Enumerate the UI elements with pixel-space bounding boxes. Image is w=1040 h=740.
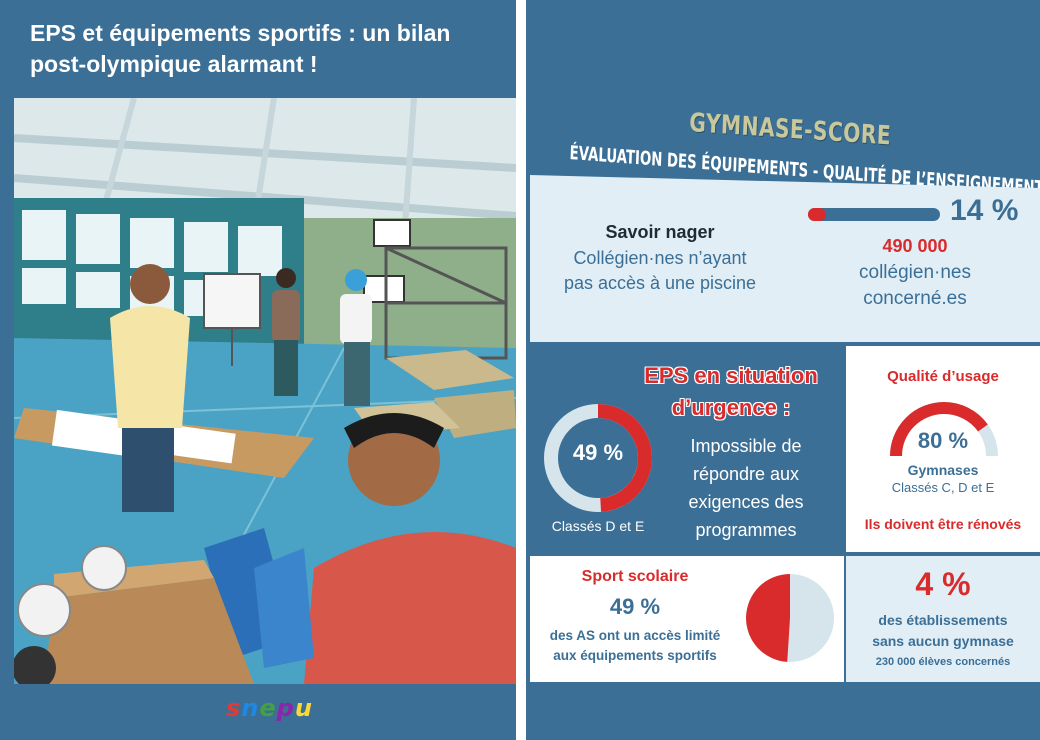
logo-letter: e: [259, 694, 277, 722]
swim-label: Savoir nager: [605, 222, 715, 242]
swim-desc-line2: pas accès à une piscine: [563, 273, 757, 293]
urgence-classes: Classés D et E: [551, 518, 645, 534]
no-gym-desc-line2: sans aucun gymnase: [872, 633, 1014, 649]
swim-count-line1: collégien·nes: [859, 262, 971, 283]
left-title-line2: post-olympique alarmant !: [30, 51, 318, 77]
logo-letter: n: [241, 694, 260, 722]
sport-desc-line2: aux équipements sportifs: [553, 648, 717, 663]
gymnase-score-title: GYMNASE-SCORE: [688, 108, 892, 152]
urgence-percent: 49 %: [572, 440, 624, 465]
left-title-line1: EPS et équipements sportifs : un bilan: [30, 20, 451, 46]
usage-gauge-arc: [890, 402, 998, 457]
sport-pie-slice: [746, 574, 790, 662]
swim-description: Collégien·nes n’ayant pas accès à une pi…: [530, 246, 790, 296]
urgence-donut-chart: [544, 404, 652, 512]
sport-percent: 49 %: [609, 594, 661, 619]
swim-progress-fill: [808, 208, 827, 221]
urgence-donut-arc: [544, 404, 652, 512]
swim-percent: 14 %: [950, 194, 1019, 227]
no-gym-description: des établissements sans aucun gymnase: [846, 610, 1040, 652]
swim-count-line2: concerné.es: [863, 288, 967, 309]
gymnasium-illustration: [14, 98, 516, 684]
usage-title: Qualité d’usage: [887, 368, 999, 385]
logo-letter: s: [226, 694, 242, 722]
urgence-description: Impossible de répondre aux exigences des…: [670, 432, 822, 544]
sport-card: Sport scolaire 49 % des AS ont un accès …: [530, 556, 844, 682]
urgence-card: EPS en situation d’urgence : 49 % Classé…: [530, 346, 844, 552]
no-gym-percent: 4 %: [915, 566, 971, 602]
swim-count-description: collégien·nes concerné.es: [830, 260, 1000, 312]
logo-letter: u: [294, 694, 313, 722]
swim-count: 490 000: [882, 236, 948, 256]
left-title: EPS et équipements sportifs : un bilan p…: [30, 18, 500, 80]
urgence-title-line1: EPS en situation: [644, 363, 818, 388]
usage-card: Qualité d’usage 80 % Gymnases Classés C,…: [846, 346, 1040, 552]
usage-label: Gymnases: [907, 462, 979, 478]
logo-letter: p: [276, 694, 295, 722]
sport-desc-line1: des AS ont un accès limité: [549, 628, 721, 643]
right-panel: GYMNASE-SCORE ÉVALUATION DES ÉQUIPEMENTS…: [526, 0, 1040, 740]
urgence-desc-line3: exigences des: [688, 492, 804, 512]
usage-note: Ils doivent être rénovés: [864, 516, 1022, 532]
sport-pie-chart: [746, 574, 834, 662]
urgence-desc-line4: programmes: [695, 520, 797, 540]
urgence-desc-line2: répondre aux: [692, 464, 800, 484]
sport-description: des AS ont un accès limité aux équipemen…: [530, 626, 740, 666]
gymnasium-illustration-drawing: [14, 98, 516, 684]
usage-percent: 80 %: [917, 428, 969, 453]
left-panel: EPS et équipements sportifs : un bilan p…: [0, 0, 516, 740]
urgence-title: EPS en situation d’urgence :: [626, 360, 836, 424]
swim-desc-line1: Collégien·nes n’ayant: [573, 248, 747, 268]
no-gym-desc-line1: des établissements: [878, 612, 1008, 628]
no-gym-note: 230 000 élèves concernés: [875, 656, 1011, 668]
sport-title: Sport scolaire: [581, 568, 689, 585]
usage-classes: Classés C, D et E: [891, 480, 995, 495]
usage-gauge: [890, 402, 998, 457]
snep-logo: snepu: [226, 694, 313, 722]
swim-progress-bar: [808, 208, 940, 221]
swim-card: Savoir nager Collégien·nes n’ayant pas a…: [530, 175, 1040, 342]
no-gym-card: 4 % des établissements sans aucun gymnas…: [846, 556, 1040, 682]
urgence-desc-line1: Impossible de: [690, 436, 802, 456]
urgence-title-line2: d’urgence :: [671, 395, 791, 420]
